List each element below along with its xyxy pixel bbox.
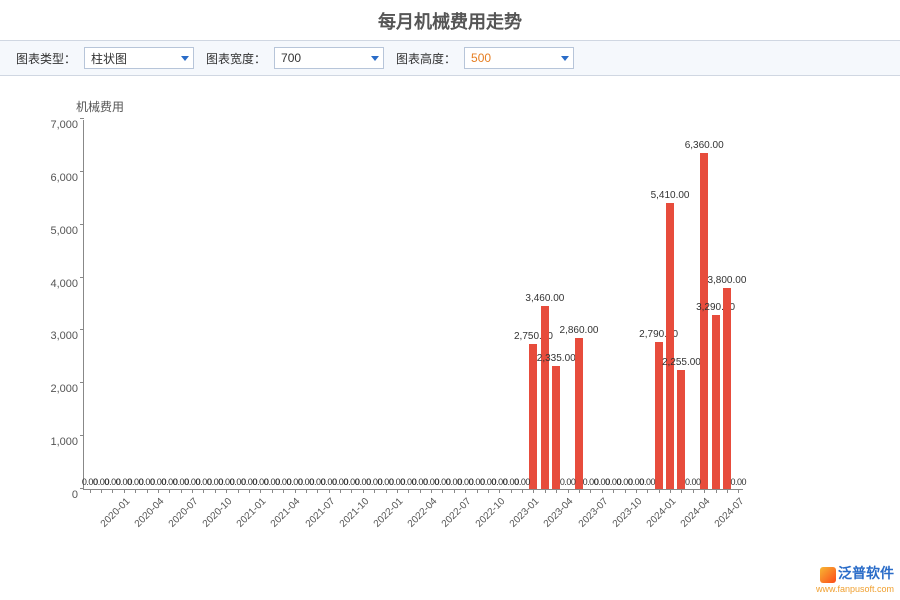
chart-width-select[interactable]: 700 xyxy=(274,47,384,69)
chevron-down-icon xyxy=(371,56,379,61)
y-tick-label: 1,000 xyxy=(36,436,78,448)
chart-width-value: 700 xyxy=(281,51,301,65)
chart-width-label: 图表宽度： xyxy=(206,50,266,67)
x-tick-label: 2021-07 xyxy=(303,496,337,530)
chevron-down-icon xyxy=(561,56,569,61)
brand-logo-icon xyxy=(820,567,836,583)
chart-type-value: 柱状图 xyxy=(91,50,127,67)
bar-value-label: 2,255.00 xyxy=(662,357,701,368)
bar-value-label: 0.00 xyxy=(560,477,576,487)
bar xyxy=(712,315,720,489)
x-tick-label: 2020-01 xyxy=(98,496,132,530)
x-tick-label: 2023-07 xyxy=(576,496,610,530)
bar-value-label: 5,410.00 xyxy=(651,190,690,201)
x-tick-label: 2020-07 xyxy=(167,496,201,530)
x-tick-label: 2023-04 xyxy=(542,496,576,530)
chevron-down-icon xyxy=(181,56,189,61)
bar-value-label: 2,335.00 xyxy=(537,353,576,364)
x-tick-label: 2024-07 xyxy=(713,496,747,530)
bar xyxy=(666,203,674,489)
y-tick-label: 6,000 xyxy=(36,172,78,184)
bar xyxy=(575,338,583,489)
watermark: 泛普软件 www.fanpusoft.com xyxy=(816,565,894,596)
plot-area: 01,0002,0003,0004,0005,0006,0007,0002,75… xyxy=(83,120,743,490)
bar-value-label: 0.00 xyxy=(685,477,701,487)
x-tick-label: 2024-01 xyxy=(645,496,679,530)
brand-name: 泛普软件 xyxy=(838,565,894,581)
bar xyxy=(700,153,708,489)
chart: 机械费用 01,0002,0003,0004,0005,0006,0007,00… xyxy=(18,84,778,584)
bar-value-label: 0.00 xyxy=(514,477,530,487)
chart-height-value: 500 xyxy=(471,51,491,65)
bar-value-label: 3,800.00 xyxy=(707,275,746,286)
y-tick-label: 5,000 xyxy=(36,225,78,237)
bar xyxy=(677,370,685,489)
chart-type-label: 图表类型： xyxy=(16,50,76,67)
x-tick-label: 2021-10 xyxy=(337,496,371,530)
x-tick-label: 2023-01 xyxy=(508,496,542,530)
brand-url: www.fanpusoft.com xyxy=(816,584,894,594)
chart-height-select[interactable]: 500 xyxy=(464,47,574,69)
x-tick-label: 2023-10 xyxy=(611,496,645,530)
y-tick-label: 0 xyxy=(36,489,78,501)
toolbar: 图表类型： 柱状图 图表宽度： 700 图表高度： 500 xyxy=(0,40,900,76)
bar xyxy=(552,366,560,489)
x-tick-label: 2021-01 xyxy=(235,496,269,530)
x-tick-label: 2022-01 xyxy=(372,496,406,530)
y-tick-label: 4,000 xyxy=(36,278,78,290)
bar-value-label: 0.00 xyxy=(640,477,656,487)
x-tick-label: 2022-10 xyxy=(474,496,508,530)
x-tick-label: 2024-04 xyxy=(679,496,713,530)
bar-value-label: 2,860.00 xyxy=(560,325,599,336)
chart-type-select[interactable]: 柱状图 xyxy=(84,47,194,69)
y-tick-label: 7,000 xyxy=(36,119,78,131)
x-tick-label: 2020-10 xyxy=(201,496,235,530)
bar-value-label: 0.00 xyxy=(731,477,747,487)
bar-value-label: 3,460.00 xyxy=(525,293,564,304)
x-tick-label: 2022-04 xyxy=(406,496,440,530)
y-axis-title: 机械费用 xyxy=(76,98,124,115)
x-tick-label: 2020-04 xyxy=(133,496,167,530)
bar xyxy=(529,344,537,489)
bar xyxy=(541,306,549,489)
bar xyxy=(723,288,731,489)
y-tick-label: 2,000 xyxy=(36,383,78,395)
bar-value-label: 6,360.00 xyxy=(685,140,724,151)
y-tick-label: 3,000 xyxy=(36,330,78,342)
x-tick-label: 2022-07 xyxy=(440,496,474,530)
chart-height-label: 图表高度： xyxy=(396,50,456,67)
page-title: 每月机械费用走势 xyxy=(0,0,900,40)
x-tick-label: 2021-04 xyxy=(269,496,303,530)
